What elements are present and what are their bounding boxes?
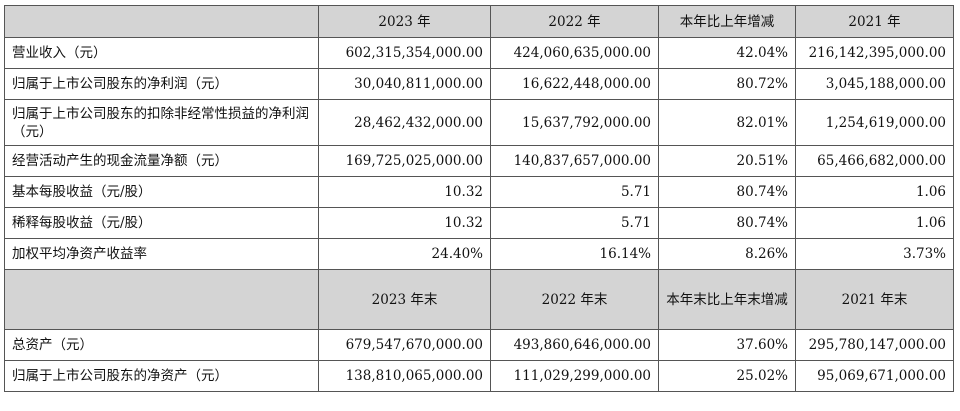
cell-2023: 30,040,811,000.00 (318, 68, 491, 100)
row-label: 稀释每股收益（元/股） (4, 207, 319, 239)
cell-2023: 169,725,025,000.00 (318, 145, 491, 177)
table-row: 基本每股收益（元/股） 10.32 5.71 80.74% 1.06 (4, 176, 954, 208)
header-cell-change-end: 本年末比上年末增减 (658, 269, 796, 330)
row-label: 归属于上市公司股东的扣除非经常性损益的净利润（元） (4, 99, 319, 146)
header-cell-2022-end: 2022 年末 (490, 269, 659, 330)
cell-2023: 10.32 (318, 176, 491, 208)
cell-2023-end: 138,810,065,000.00 (318, 360, 491, 392)
cell-change: 8.26% (658, 238, 796, 270)
header-cell-blank (4, 269, 319, 330)
row-label: 归属于上市公司股东的净资产（元） (4, 360, 319, 392)
cell-2022: 5.71 (490, 176, 659, 208)
cell-2021-end: 295,780,147,000.00 (795, 329, 954, 361)
cell-2021: 216,142,395,000.00 (795, 37, 954, 69)
cell-2021: 3,045,188,000.00 (795, 68, 954, 100)
cell-change: 82.01% (658, 99, 796, 146)
row-label: 归属于上市公司股东的净利润（元） (4, 68, 319, 100)
header-cell-2021: 2021 年 (795, 5, 954, 38)
cell-2022-end: 111,029,299,000.00 (490, 360, 659, 392)
row-label: 营业收入（元） (4, 37, 319, 69)
header-cell-2023-end: 2023 年末 (318, 269, 491, 330)
cell-2022: 5.71 (490, 207, 659, 239)
row-label: 经营活动产生的现金流量净额（元） (4, 145, 319, 177)
header-cell-2022: 2022 年 (490, 5, 659, 38)
cell-2021-end: 95,069,671,000.00 (795, 360, 954, 392)
table-row: 经营活动产生的现金流量净额（元） 169,725,025,000.00 140,… (4, 145, 954, 177)
header-cell-blank (4, 5, 319, 38)
cell-2022: 16,622,448,000.00 (490, 68, 659, 100)
cell-2022: 15,637,792,000.00 (490, 99, 659, 146)
cell-change-end: 37.60% (658, 329, 796, 361)
cell-2021: 1,254,619,000.00 (795, 99, 954, 146)
cell-2023-end: 679,547,670,000.00 (318, 329, 491, 361)
cell-change: 80.74% (658, 207, 796, 239)
cell-change: 80.72% (658, 68, 796, 100)
cell-2022-end: 493,860,646,000.00 (490, 329, 659, 361)
header-cell-2021-end: 2021 年末 (795, 269, 954, 330)
table-header-row-year-end: 2023 年末 2022 年末 本年末比上年末增减 2021 年末 (4, 269, 954, 330)
cell-2023: 10.32 (318, 207, 491, 239)
header-cell-change: 本年比上年增减 (658, 5, 796, 38)
cell-2023: 602,315,354,000.00 (318, 37, 491, 69)
cell-2022: 140,837,657,000.00 (490, 145, 659, 177)
table-row: 稀释每股收益（元/股） 10.32 5.71 80.74% 1.06 (4, 207, 954, 239)
row-label: 加权平均净资产收益率 (4, 238, 319, 270)
cell-change: 80.74% (658, 176, 796, 208)
row-label: 基本每股收益（元/股） (4, 176, 319, 208)
cell-2022: 16.14% (490, 238, 659, 270)
table-row: 归属于上市公司股东的扣除非经常性损益的净利润（元） 28,462,432,000… (4, 99, 954, 146)
cell-2022: 424,060,635,000.00 (490, 37, 659, 69)
table-row: 归属于上市公司股东的净利润（元） 30,040,811,000.00 16,62… (4, 68, 954, 100)
cell-change: 42.04% (658, 37, 796, 69)
cell-change: 20.51% (658, 145, 796, 177)
table-row: 营业收入（元） 602,315,354,000.00 424,060,635,0… (4, 37, 954, 69)
cell-2021: 1.06 (795, 207, 954, 239)
table-row: 归属于上市公司股东的净资产（元） 138,810,065,000.00 111,… (4, 360, 954, 392)
cell-2023: 28,462,432,000.00 (318, 99, 491, 146)
cell-2021: 1.06 (795, 176, 954, 208)
cell-2023: 24.40% (318, 238, 491, 270)
financial-summary-table: 2023 年 2022 年 本年比上年增减 2021 年 营业收入（元） 602… (4, 5, 954, 392)
table-row: 加权平均净资产收益率 24.40% 16.14% 8.26% 3.73% (4, 238, 954, 270)
row-label: 总资产（元） (4, 329, 319, 361)
header-cell-2023: 2023 年 (318, 5, 491, 38)
table-header-row: 2023 年 2022 年 本年比上年增减 2021 年 (4, 5, 954, 38)
cell-2021: 65,466,682,000.00 (795, 145, 954, 177)
table-row: 总资产（元） 679,547,670,000.00 493,860,646,00… (4, 329, 954, 361)
cell-change-end: 25.02% (658, 360, 796, 392)
cell-2021: 3.73% (795, 238, 954, 270)
